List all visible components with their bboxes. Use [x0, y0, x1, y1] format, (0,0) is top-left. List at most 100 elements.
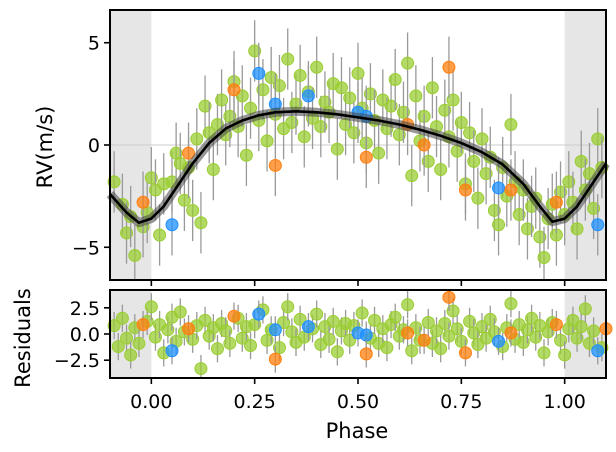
orbital-model-curve: [106, 106, 610, 228]
residual-point-instrument-c: [359, 340, 373, 368]
data-marker: [475, 320, 489, 334]
y-tick-label: 0.0: [70, 324, 100, 346]
residual-point-instrument-a: [483, 305, 497, 333]
rv-point-instrument-b: [492, 157, 506, 219]
data-marker: [177, 193, 191, 207]
data-marker: [421, 315, 435, 329]
rv-point-instrument-a: [504, 93, 518, 156]
data-marker: [359, 150, 373, 164]
data-marker: [487, 203, 501, 217]
residual-point-instrument-a: [504, 290, 518, 318]
residuals-y-ticks: 2.5 0.0 −2.5: [54, 298, 110, 372]
residual-point-instrument-a: [434, 335, 448, 363]
residual-point-instrument-a: [587, 317, 601, 345]
residual-point-instrument-b: [492, 327, 506, 355]
rv-point-instrument-a: [475, 108, 489, 170]
residual-point-instrument-a: [525, 304, 539, 332]
rv-point-instrument-a: [260, 110, 274, 172]
residual-point-instrument-a: [144, 293, 158, 321]
data-marker: [475, 132, 489, 146]
data-marker: [504, 297, 518, 311]
data-marker: [107, 175, 121, 189]
data-marker: [520, 323, 534, 337]
residual-point-instrument-a: [124, 341, 138, 369]
residual-point-instrument-a: [380, 334, 394, 362]
data-marker: [136, 195, 150, 209]
data-marker: [248, 44, 262, 58]
residual-point-instrument-a: [442, 322, 456, 350]
data-marker: [301, 320, 315, 334]
x-tick-label: 1.00: [544, 391, 586, 413]
rv-point-instrument-a: [467, 130, 481, 193]
data-marker: [194, 362, 208, 376]
residual-point-instrument-b: [268, 316, 282, 344]
data-marker: [272, 341, 286, 355]
data-marker: [115, 311, 129, 325]
residual-point-instrument-c: [442, 290, 456, 311]
residual-point-instrument-a: [281, 293, 295, 321]
data-marker: [587, 201, 601, 215]
data-marker: [268, 352, 282, 366]
rv-point-instrument-a: [409, 65, 423, 127]
residual-point-instrument-a: [120, 324, 134, 352]
rv-point-instrument-a: [281, 28, 295, 90]
data-marker: [120, 331, 134, 345]
data-marker: [272, 79, 286, 93]
rv-point-instrument-a: [401, 32, 415, 94]
data-marker: [463, 314, 477, 328]
rv-point-instrument-a: [244, 77, 258, 139]
data-marker: [334, 81, 348, 95]
data-marker: [442, 290, 456, 304]
rv-point-instrument-a: [215, 69, 229, 131]
data-marker: [479, 167, 493, 181]
residual-point-instrument-a: [293, 305, 307, 333]
y-tick-label: 2.5: [70, 298, 100, 320]
data-marker: [136, 318, 150, 332]
residual-point-instrument-a: [194, 354, 208, 378]
residual-point-instrument-a: [343, 326, 357, 354]
data-marker: [223, 336, 237, 350]
rv-point-instrument-a: [144, 147, 158, 209]
residual-point-instrument-b: [591, 337, 605, 365]
data-marker: [417, 138, 431, 152]
data-marker: [153, 228, 167, 242]
residual-point-instrument-a: [388, 303, 402, 331]
data-marker: [425, 81, 439, 95]
data-marker: [268, 323, 282, 337]
data-marker: [570, 331, 584, 345]
residual-point-instrument-c: [227, 302, 241, 330]
data-marker: [467, 154, 481, 168]
data-marker: [210, 342, 224, 356]
data-marker: [525, 311, 539, 325]
residual-point-instrument-a: [578, 295, 592, 323]
data-marker: [161, 323, 175, 337]
rv-point-instrument-a: [198, 75, 212, 137]
residual-point-instrument-a: [326, 307, 340, 336]
data-marker: [359, 347, 373, 361]
rv-point-instrument-a: [239, 124, 253, 186]
data-marker: [512, 208, 526, 222]
data-marker: [198, 99, 212, 113]
data-marker: [458, 183, 472, 197]
rv-point-instrument-a: [591, 108, 605, 170]
data-marker: [124, 348, 138, 362]
rv-point-instrument-a: [186, 179, 200, 242]
data-marker: [322, 332, 336, 346]
residual-point-instrument-a: [554, 326, 568, 354]
rv-data-points: [107, 20, 609, 280]
residual-point-instrument-c: [549, 310, 563, 339]
data-marker: [144, 300, 158, 314]
data-marker: [442, 329, 456, 343]
data-marker: [554, 333, 568, 347]
data-marker: [492, 181, 506, 195]
rv-point-instrument-b: [252, 42, 266, 105]
rv-point-instrument-a: [450, 120, 464, 182]
data-marker: [533, 230, 547, 244]
data-marker: [310, 60, 324, 74]
data-marker: [343, 91, 357, 105]
rv-x-ticks: [150, 280, 566, 286]
data-marker: [587, 324, 601, 338]
residual-point-instrument-a: [322, 325, 336, 353]
data-marker: [520, 222, 534, 236]
